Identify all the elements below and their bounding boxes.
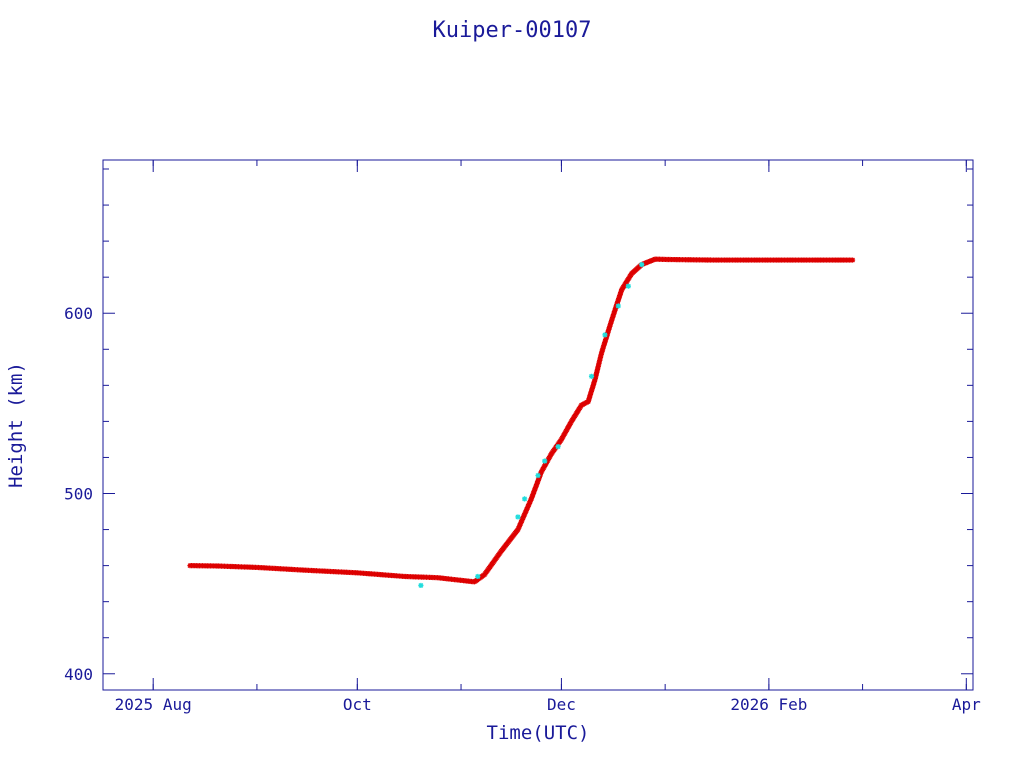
data-point [522, 496, 528, 502]
x-axis-label: Time(UTC) [487, 722, 590, 744]
data-point [542, 458, 548, 464]
y-tick-labels: 400 500 600 [64, 304, 93, 684]
axis-ticks [103, 160, 973, 690]
data-points [187, 256, 856, 589]
data-point [849, 257, 856, 263]
x-tick-label: 2025 Aug [115, 695, 192, 714]
x-tick-label: 2026 Feb [730, 695, 807, 714]
data-point [602, 332, 608, 338]
x-tick-label: Oct [343, 695, 372, 714]
data-point [515, 514, 521, 520]
y-axis-label: Height (km) [5, 362, 27, 488]
data-point [615, 303, 621, 309]
x-tick-label: Dec [547, 695, 576, 714]
data-point [625, 283, 631, 289]
x-tick-labels: 2025 Aug Oct Dec 2026 Feb Apr [115, 695, 981, 714]
y-tick-label: 400 [64, 665, 93, 684]
x-tick-label: Apr [952, 695, 981, 714]
y-tick-label: 600 [64, 304, 93, 323]
data-point [555, 444, 561, 450]
y-tick-label: 500 [64, 485, 93, 504]
data-point [588, 373, 595, 379]
data-point [418, 582, 424, 589]
data-point [475, 573, 481, 580]
plot-frame [102, 159, 974, 691]
chart-title: Kuiper-00107 [433, 18, 592, 43]
data-point [535, 472, 541, 479]
data-point [639, 261, 645, 268]
